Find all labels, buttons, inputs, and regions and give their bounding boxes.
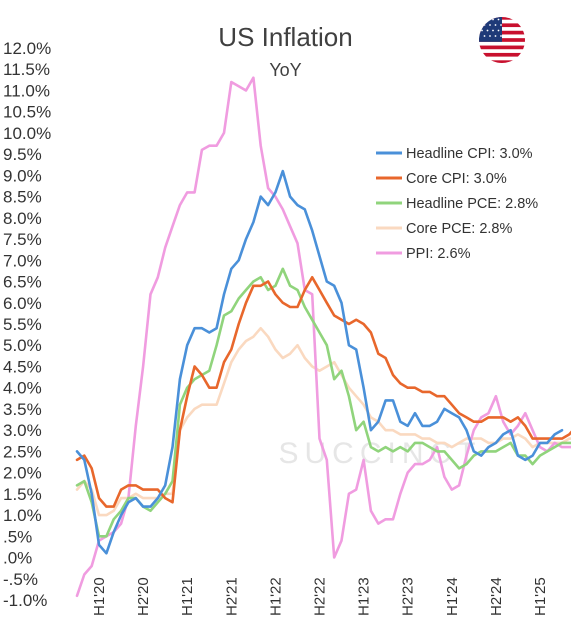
legend-label-0: Headline CPI: 3.0%	[406, 146, 533, 162]
y-tick-label: 10.0%	[3, 124, 51, 143]
y-tick-label: 8.0%	[3, 209, 42, 228]
x-axis: H1'20 H2'20 H1'21 H2'21 H1'22 H2'22 H1'23 H2'23…	[91, 577, 549, 616]
chart-subtitle: YoY	[269, 60, 302, 80]
series-line-0	[75, 169, 564, 555]
x-tick-label: H2'21	[223, 577, 240, 616]
y-tick-label: 3.0%	[3, 421, 42, 440]
y-tick-label: .0%	[3, 549, 32, 568]
y-tick-label: 1.5%	[3, 485, 42, 504]
x-tick-label: H2'23	[400, 577, 417, 616]
us-flag-icon	[479, 17, 525, 63]
y-tick-label: 11.5%	[3, 60, 50, 79]
series-lines	[75, 76, 571, 598]
legend-label-3: Core PCE: 2.8%	[406, 221, 512, 237]
legend: Headline CPI: 3.0% Core CPI: 3.0% Headline…	[376, 146, 538, 262]
y-tick-label: 1.0%	[3, 506, 42, 525]
y-tick-label: 4.0%	[3, 379, 42, 398]
x-tick-label: H2'22	[312, 577, 329, 616]
y-tick-label: 3.5%	[3, 400, 42, 419]
legend-label-2: Headline PCE: 2.8%	[406, 196, 538, 212]
y-tick-label: -1.0%	[3, 591, 47, 610]
legend-label-1: Core CPI: 3.0%	[406, 171, 507, 187]
y-axis: 12.0% 11.5% 11.0% 10.5% 10.0% 9.5% 9.0% 8.5% 8.0…	[3, 39, 51, 610]
y-tick-label: 12.0%	[3, 39, 51, 58]
x-tick-label: H1'22	[267, 577, 284, 616]
x-tick-label: H2'20	[135, 577, 152, 616]
x-tick-label: H1'24	[444, 577, 461, 616]
y-tick-label: 9.0%	[3, 166, 42, 185]
y-tick-label: 5.5%	[3, 315, 42, 334]
y-tick-label: 4.5%	[3, 357, 42, 376]
y-tick-label: 9.5%	[3, 145, 42, 164]
y-tick-label: 11.0%	[3, 81, 50, 100]
y-tick-label: 8.5%	[3, 188, 42, 207]
y-tick-label: 6.5%	[3, 273, 42, 292]
y-tick-label: 2.5%	[3, 442, 42, 461]
series-line-4	[75, 76, 571, 598]
legend-label-4: PPI: 2.6%	[406, 246, 471, 262]
series-line-3	[75, 326, 571, 517]
y-tick-label: 2.0%	[3, 464, 42, 483]
y-tick-label: 10.5%	[3, 103, 51, 122]
series-line-1	[75, 275, 571, 508]
y-tick-label: 5.0%	[3, 336, 42, 355]
series-line-2	[75, 267, 571, 538]
x-tick-label: H1'21	[179, 577, 196, 616]
x-tick-label: H1'20	[91, 577, 108, 616]
x-tick-label: H1'23	[356, 577, 373, 616]
y-tick-label: .5%	[3, 527, 32, 546]
x-tick-label: H2'24	[488, 577, 505, 616]
y-tick-label: 6.0%	[3, 294, 42, 313]
chart-title: US Inflation	[218, 22, 353, 52]
y-tick-label: 7.0%	[3, 251, 42, 270]
y-tick-label: -.5%	[3, 570, 38, 589]
y-tick-label: 7.5%	[3, 230, 42, 249]
watermark: SUCCINCT	[279, 437, 482, 470]
x-tick-label: H1'25	[532, 577, 549, 616]
